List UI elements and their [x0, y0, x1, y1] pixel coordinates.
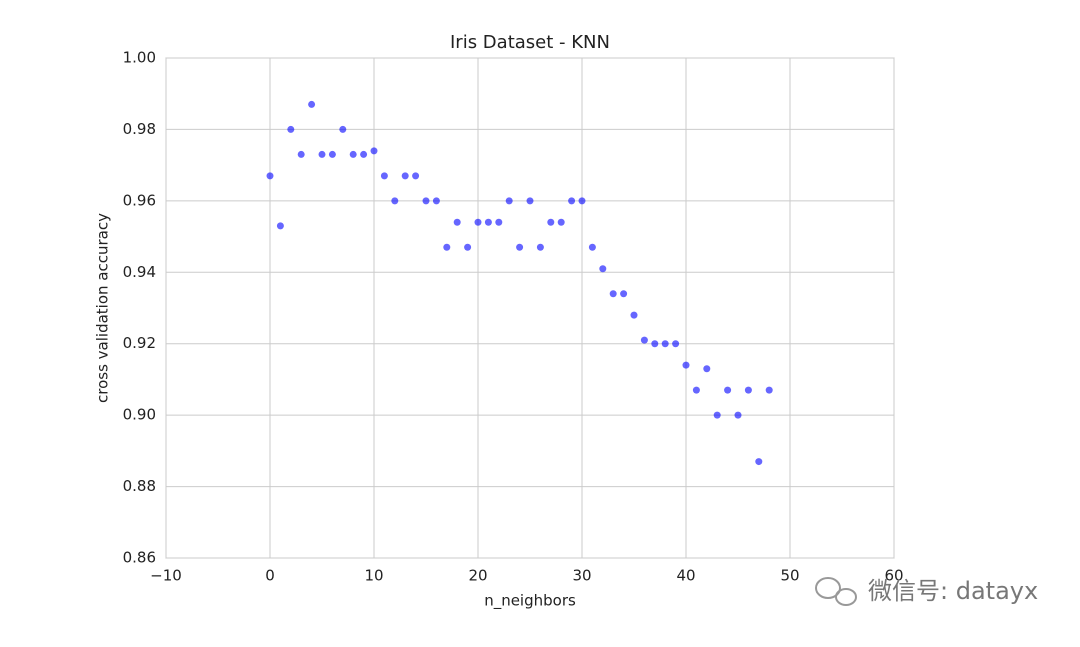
x-tick-label: 30 — [572, 567, 591, 585]
point — [339, 125, 347, 133]
x-axis-label: n_neighbors — [484, 592, 576, 611]
point — [484, 218, 492, 226]
point — [609, 290, 617, 298]
point — [464, 243, 472, 251]
point — [620, 290, 628, 298]
x-tick-label: 50 — [780, 567, 799, 585]
point — [755, 458, 763, 466]
point — [734, 411, 742, 419]
y-tick-label: 0.92 — [123, 334, 156, 352]
y-tick-label: 0.96 — [123, 191, 156, 209]
point — [724, 386, 732, 394]
y-axis-label: cross validation accuracy — [94, 213, 112, 403]
point — [640, 336, 648, 344]
point — [744, 386, 752, 394]
x-tick-label: 20 — [468, 567, 487, 585]
y-tick-label: 0.90 — [123, 406, 156, 424]
point — [474, 218, 482, 226]
x-tick-label: −10 — [150, 567, 182, 585]
point — [516, 243, 524, 251]
point — [432, 197, 440, 205]
point — [412, 172, 420, 180]
point — [599, 265, 607, 273]
point — [578, 197, 586, 205]
point — [536, 243, 544, 251]
plot-area — [165, 57, 895, 559]
point — [588, 243, 596, 251]
point — [443, 243, 451, 251]
point — [765, 386, 773, 394]
watermark: 微信号: datayx — [868, 577, 1038, 605]
point — [505, 197, 513, 205]
point — [360, 150, 368, 158]
point — [557, 218, 565, 226]
point — [370, 147, 378, 155]
point — [349, 150, 357, 158]
point — [287, 125, 295, 133]
point — [318, 150, 326, 158]
point — [682, 361, 690, 369]
point — [391, 197, 399, 205]
x-tick-label: 10 — [364, 567, 383, 585]
point — [401, 172, 409, 180]
x-tick-label: 40 — [676, 567, 695, 585]
point — [308, 100, 316, 108]
chart-title: Iris Dataset - KNN — [450, 32, 610, 53]
point — [547, 218, 555, 226]
point — [380, 172, 388, 180]
point — [297, 150, 305, 158]
point — [328, 150, 336, 158]
point — [453, 218, 461, 226]
x-tick-label: 0 — [265, 567, 275, 585]
point — [703, 365, 711, 373]
point — [661, 340, 669, 348]
point — [495, 218, 503, 226]
y-tick-label: 0.98 — [123, 120, 156, 138]
point — [526, 197, 534, 205]
point — [276, 222, 284, 230]
point — [266, 172, 274, 180]
point — [422, 197, 430, 205]
point — [692, 386, 700, 394]
point — [672, 340, 680, 348]
y-tick-label: 0.86 — [123, 549, 156, 567]
point — [651, 340, 659, 348]
watermark-icon — [815, 577, 857, 606]
x-tick-label: 60 — [884, 567, 903, 585]
point — [713, 411, 721, 419]
point — [568, 197, 576, 205]
y-tick-label: 1.00 — [123, 49, 156, 67]
y-tick-label: 0.88 — [123, 477, 156, 495]
point — [630, 311, 638, 319]
y-tick-label: 0.94 — [123, 263, 156, 281]
